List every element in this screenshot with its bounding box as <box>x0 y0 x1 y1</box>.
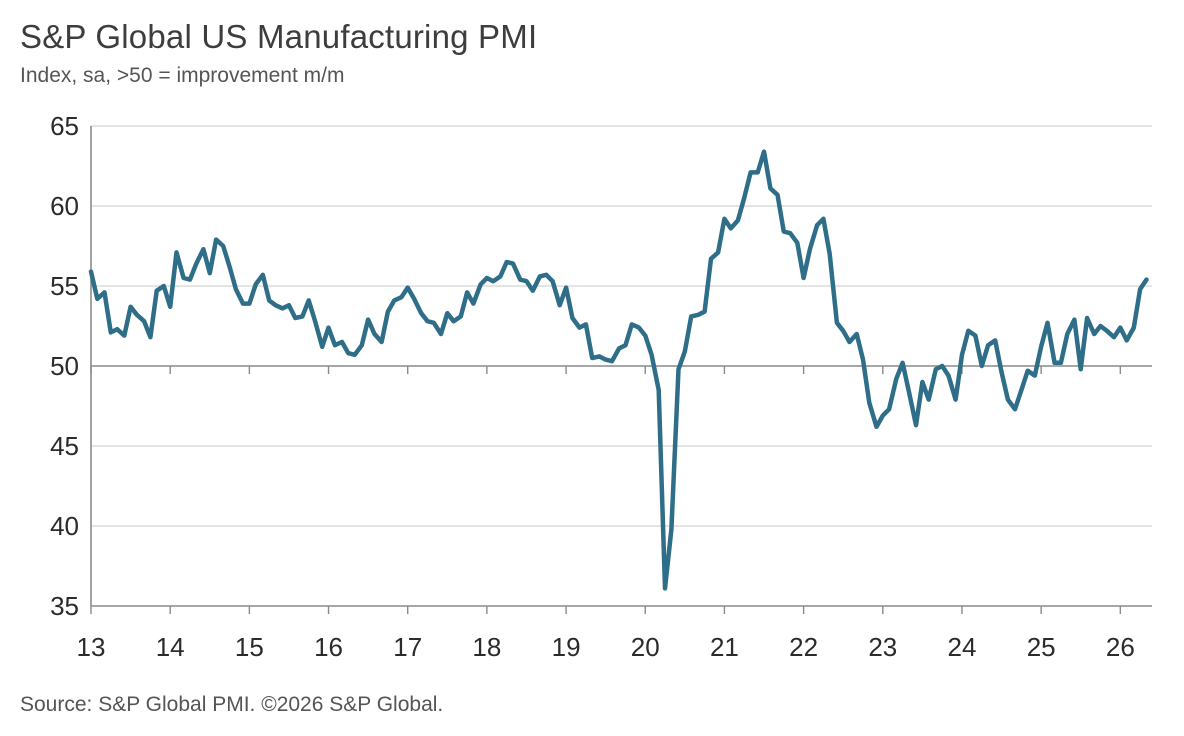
y-tick-label-50: 50 <box>50 351 79 381</box>
chart-title: S&P Global US Manufacturing PMI <box>20 18 538 55</box>
x-tick-label-20: 20 <box>631 632 660 662</box>
chart-subtitle: Index, sa, >50 = improvement m/m <box>20 64 345 87</box>
axis-layer <box>90 126 1122 614</box>
y-tick-label-35: 35 <box>50 591 79 621</box>
source-note: Source: S&P Global PMI. ©2026 S&P Global… <box>20 693 444 716</box>
y-tick-label-40: 40 <box>50 511 79 541</box>
x-tick-label-18: 18 <box>472 632 501 662</box>
label-layer: 35 40 45 50 55 60 65 13 14 15 16 17 18 19 20 21 22 23 24 25… <box>50 111 1135 662</box>
x-tick-label-21: 21 <box>710 632 739 662</box>
x-tick-label-24: 24 <box>948 632 977 662</box>
x-tick-label-16: 16 <box>314 632 343 662</box>
x-tick-label-14: 14 <box>156 632 185 662</box>
grid-layer <box>91 125 1152 607</box>
y-tick-label-65: 65 <box>50 111 79 141</box>
x-tick-label-22: 22 <box>789 632 818 662</box>
x-tick-label-25: 25 <box>1027 632 1056 662</box>
x-tick-label-19: 19 <box>552 632 581 662</box>
x-tick-label-26: 26 <box>1106 632 1135 662</box>
x-tick-label-15: 15 <box>235 632 264 662</box>
series-layer <box>88 149 1149 591</box>
x-tick-label-17: 17 <box>393 632 422 662</box>
y-tick-label-45: 45 <box>50 431 79 461</box>
x-tick-label-13: 13 <box>77 632 106 662</box>
y-tick-label-60: 60 <box>50 191 79 221</box>
y-tick-label-55: 55 <box>50 271 79 301</box>
pmi-series-line <box>88 149 1149 591</box>
x-tick-label-23: 23 <box>868 632 897 662</box>
